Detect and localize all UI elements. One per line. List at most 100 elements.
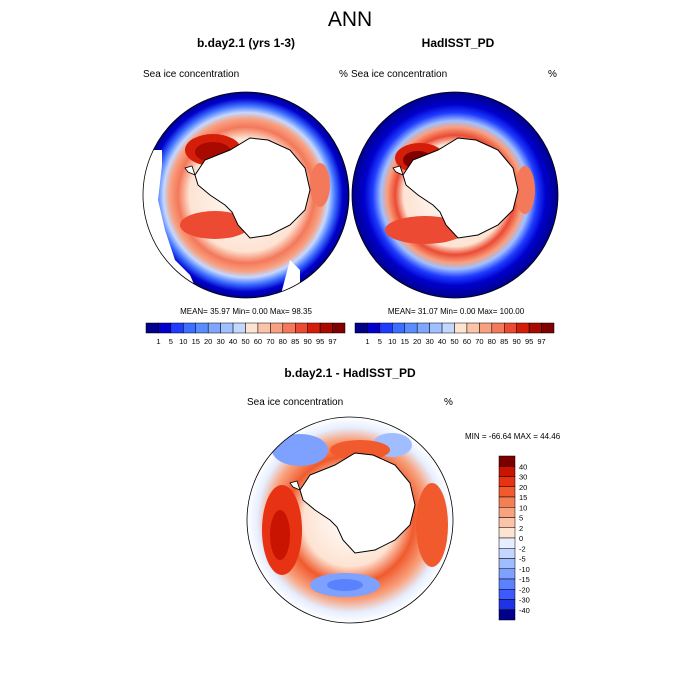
colorbar-panel-1-swatch — [170, 322, 184, 334]
colorbar-panel-2-tick-label: 60 — [463, 337, 471, 346]
colorbar-panel-1-swatch — [257, 322, 271, 334]
colorbar-difference-tick-label: -15 — [519, 575, 530, 584]
colorbar-difference-swatch — [498, 486, 516, 498]
colorbar-difference-tick-label: 20 — [519, 483, 527, 492]
colorbar-panel-2-tick-label: 85 — [500, 337, 508, 346]
colorbar-panel-1-swatch — [245, 322, 259, 334]
colorbar-panel-2-swatch — [454, 322, 468, 334]
colorbar-panel-1-swatch — [145, 322, 159, 334]
colorbar-panel-2-tick-label: 90 — [513, 337, 521, 346]
colorbar-difference-swatch — [498, 578, 516, 590]
colorbar-difference-swatch — [498, 517, 516, 528]
colorbar-difference-swatch — [498, 589, 516, 600]
colorbar-panel-1-tick-label: 5 — [169, 337, 173, 346]
colorbar-panel-2-swatch — [441, 322, 455, 334]
colorbar-panel-2-swatch — [541, 322, 555, 334]
colorbar-panel-1-tick-label: 90 — [304, 337, 312, 346]
colorbar-panel-2-swatch — [354, 322, 368, 334]
panel-1-units-label: % — [339, 69, 348, 80]
colorbar-difference-tick-label: -20 — [519, 585, 530, 594]
colorbar-difference-swatch — [498, 609, 516, 621]
colorbar-difference-tick-label: -5 — [519, 555, 526, 564]
colorbar-panel-2-tick-label: 20 — [413, 337, 421, 346]
colorbar-difference-tick-label: 5 — [519, 514, 523, 523]
colorbar-panel-1-tick-label: 15 — [192, 337, 200, 346]
panel-3-title: b.day2.1 - HadISST_PD — [284, 366, 416, 380]
colorbar-difference-tick-label: 30 — [519, 473, 527, 482]
colorbar-difference-tick-label: -30 — [519, 596, 530, 605]
colorbar-difference-swatch — [498, 476, 516, 487]
colorbar-panel-1-tick-label: 10 — [179, 337, 187, 346]
colorbar-panel-2-tick-label: 30 — [425, 337, 433, 346]
panel-1-title: b.day2.1 (yrs 1-3) — [196, 36, 296, 50]
colorbar-difference-tick-label: -40 — [519, 606, 530, 615]
panel-2-map — [352, 92, 558, 298]
colorbar-panel-1-swatch — [195, 322, 209, 334]
colorbar-difference-tick-label: -10 — [519, 565, 530, 574]
colorbar-panel-1-tick-label: 70 — [266, 337, 274, 346]
colorbar-panel-1-tick-label: 1 — [156, 337, 160, 346]
colorbar-panel-2-swatch — [491, 322, 505, 334]
colorbar-panel-2-tick-label: 70 — [475, 337, 483, 346]
colorbar-difference-swatch — [498, 537, 516, 549]
colorbar-panel-2: 1 5 10 15 20 30 40 50 60 70 80 85 90 95 97 — [354, 322, 555, 346]
colorbar-panel-2-swatch — [404, 322, 418, 334]
colorbar-difference-swatch — [498, 455, 516, 467]
colorbar-difference-swatch — [498, 507, 516, 518]
colorbar-difference-tick-label: 0 — [519, 534, 523, 543]
colorbar-panel-2-swatch — [379, 322, 393, 334]
colorbar-difference-swatch — [498, 527, 516, 539]
colorbar-panel-2-tick-label: 97 — [537, 337, 545, 346]
panel-3-map — [247, 417, 453, 623]
colorbar-panel-2-swatch — [429, 322, 443, 334]
colorbar-panel-1-swatch — [232, 322, 246, 334]
colorbar-panel-1-swatch — [282, 322, 296, 334]
colorbar-difference-tick-label: 10 — [519, 503, 527, 512]
colorbar-panel-1-swatch — [270, 322, 284, 334]
colorbar-difference-tick-label: -2 — [519, 544, 526, 553]
colorbar-panel-1-tick-label: 85 — [291, 337, 299, 346]
colorbar-panel-1-tick-label: 40 — [229, 337, 237, 346]
colorbar-panel-2-swatch — [504, 322, 517, 334]
colorbar-difference-swatch — [498, 568, 516, 580]
colorbar-panel-2-swatch — [367, 322, 381, 334]
panel-3-units-label: % — [444, 397, 453, 408]
colorbar-panel-1-swatch — [319, 322, 333, 334]
colorbar-panel-2-tick-label: 95 — [525, 337, 533, 346]
colorbar-panel-1-tick-label: 97 — [328, 337, 336, 346]
colorbar-difference-swatch — [498, 466, 516, 477]
colorbar-panel-2-swatch — [466, 322, 480, 334]
colorbar-panel-2-tick-label: 80 — [488, 337, 496, 346]
colorbar-panel-1-swatch — [295, 322, 308, 334]
colorbar-panel-1-tick-label: 80 — [279, 337, 287, 346]
colorbar-difference-swatch — [498, 496, 516, 508]
panel-3-border — [246, 416, 454, 624]
panel-2-units-label: % — [548, 69, 557, 80]
panel-1-variable-label: Sea ice concentration — [143, 69, 240, 80]
colorbar-panel-2-tick-label: 1 — [365, 337, 369, 346]
colorbar-difference-tick-label: 40 — [519, 462, 527, 471]
colorbar-difference-tick-label: 15 — [519, 493, 527, 502]
colorbar-panel-2-tick-label: 10 — [388, 337, 396, 346]
panel-2-variable-label: Sea ice concentration — [351, 69, 448, 80]
colorbar-panel-1-tick-label: 50 — [241, 337, 249, 346]
colorbar-panel-2-tick-label: 5 — [378, 337, 382, 346]
panel-1-border — [142, 91, 350, 299]
colorbar-panel-1-swatch — [183, 322, 196, 334]
colorbar-difference-swatch — [498, 558, 516, 569]
colorbar-panel-2-swatch — [392, 322, 405, 334]
colorbar-difference-tick-label: 2 — [519, 524, 523, 533]
colorbar-difference-swatch — [498, 599, 516, 610]
figure-title: ANN — [327, 8, 373, 31]
panel-3-variable-label: Sea ice concentration — [247, 397, 344, 408]
colorbar-panel-2-swatch — [528, 322, 542, 334]
colorbar-panel-2-tick-label: 40 — [438, 337, 446, 346]
colorbar-panel-1-tick-label: 60 — [254, 337, 262, 346]
colorbar-panel-1-tick-label: 30 — [216, 337, 224, 346]
colorbar-panel-1-swatch — [220, 322, 234, 334]
colorbar-panel-1-tick-label: 95 — [316, 337, 324, 346]
panel-2-border — [351, 91, 559, 299]
colorbar-panel-2-tick-label: 50 — [450, 337, 458, 346]
